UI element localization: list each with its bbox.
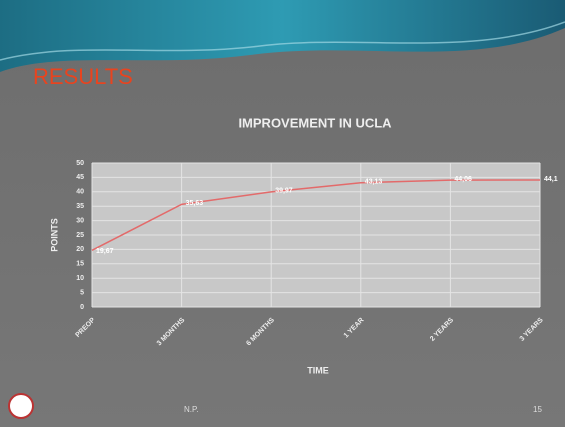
data-label: 39,97	[275, 188, 293, 195]
data-label: 44,06	[454, 176, 472, 183]
logo	[8, 393, 34, 419]
chart-title: IMPROVEMENT IN UCLA	[238, 115, 392, 130]
data-label: 19,67	[96, 248, 114, 255]
header-wave	[0, 0, 565, 72]
data-label: 35,63	[186, 200, 204, 207]
y-tick-label: 30	[76, 217, 84, 224]
y-tick-label: 20	[76, 246, 84, 253]
footer: N.P.	[184, 405, 199, 414]
series-line	[91, 179, 541, 252]
data-label: 44,1	[544, 176, 558, 183]
y-tick-label: 50	[76, 160, 84, 167]
data-label: 43,13	[365, 179, 383, 186]
x-axis-label: TIME	[307, 365, 329, 375]
y-axis-label: POINTS	[49, 218, 59, 252]
header-wave-line	[0, 21, 565, 61]
y-tick-label: 40	[76, 189, 84, 196]
y-tick-label: 0	[80, 304, 84, 311]
y-tick-label: 10	[76, 275, 84, 282]
y-tick-label: 15	[76, 261, 84, 268]
y-tick-label: 5	[80, 289, 84, 296]
y-tick-label: 35	[76, 203, 84, 210]
slide-heading: RESULTS	[33, 64, 133, 89]
y-tick-label: 45	[76, 174, 84, 181]
y-tick-label: 25	[76, 232, 84, 239]
page-number: 15	[533, 405, 542, 414]
